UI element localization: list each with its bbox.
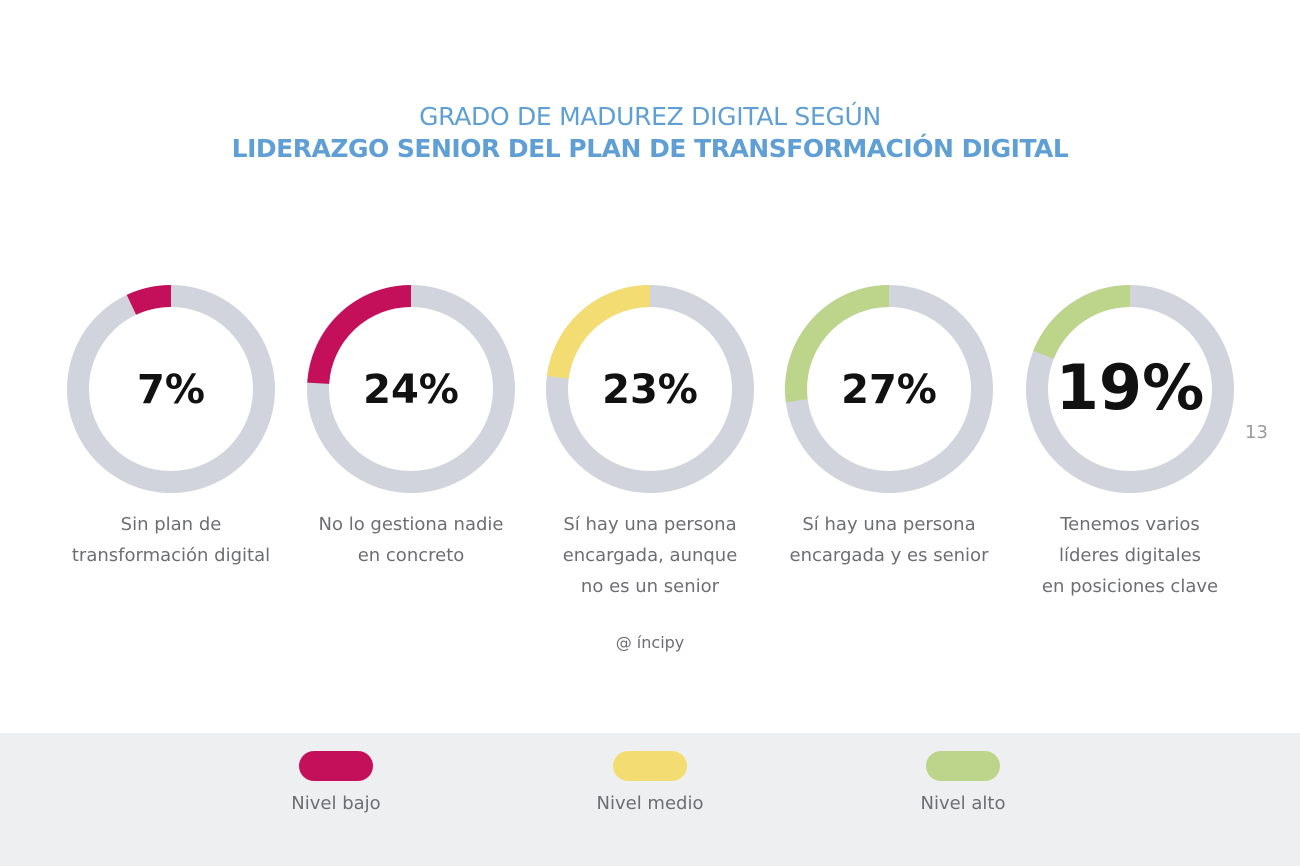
- chart-title: GRADO DE MADUREZ DIGITAL SEGÚN LIDERAZGO…: [0, 101, 1300, 165]
- donut-value-label-2: 24%: [363, 367, 459, 413]
- legend-swatch-medium: [613, 751, 687, 781]
- legend-label-low: Nivel bajo: [291, 793, 381, 814]
- donut-value-label-1: 7%: [137, 367, 205, 413]
- legend-item-high: Nivel alto: [863, 751, 1063, 814]
- legend-label-medium: Nivel medio: [596, 793, 704, 814]
- donut-chart-row: 7% 24% 23% 27% 19%: [67, 285, 1234, 493]
- donut-caption-5: Tenemos varios líderes digitales en posi…: [1041, 514, 1219, 597]
- donut-arc-5: [1026, 285, 1234, 493]
- donut-caption-1: Sin plan de transformación digital: [71, 514, 271, 566]
- source-credit: @ íncipy: [615, 633, 685, 652]
- page-number: 13: [1245, 422, 1268, 443]
- legend-item-medium: Nivel medio: [550, 751, 750, 814]
- donut-value-label-3: 23%: [602, 367, 698, 413]
- legend-swatch-low: [299, 751, 373, 781]
- legend-item-low: Nivel bajo: [236, 751, 436, 814]
- donut-value-label-4: 27%: [841, 367, 937, 413]
- donut-arc-3: [546, 285, 754, 493]
- donut-caption-2: No lo gestiona nadie en concreto: [318, 514, 504, 566]
- legend-label-high: Nivel alto: [920, 793, 1006, 814]
- chart-title-line2: LIDERAZGO SENIOR DEL PLAN DE TRANSFORMAC…: [231, 134, 1069, 163]
- donut-caption-4: Sí hay una persona encargada y es senior: [789, 514, 989, 566]
- chart-title-line1: GRADO DE MADUREZ DIGITAL SEGÚN: [419, 102, 881, 131]
- donut-value-label-5: 19%: [1056, 351, 1204, 424]
- donut-arc-4: [785, 285, 993, 493]
- legend: Nivel bajo Nivel medio Nivel alto: [0, 733, 1300, 866]
- donut-arc-1: [67, 285, 275, 493]
- donut-caption-3: Sí hay una persona encargada, aunque no …: [562, 514, 738, 597]
- legend-swatch-high: [926, 751, 1000, 781]
- donut-arc-2: [307, 285, 515, 493]
